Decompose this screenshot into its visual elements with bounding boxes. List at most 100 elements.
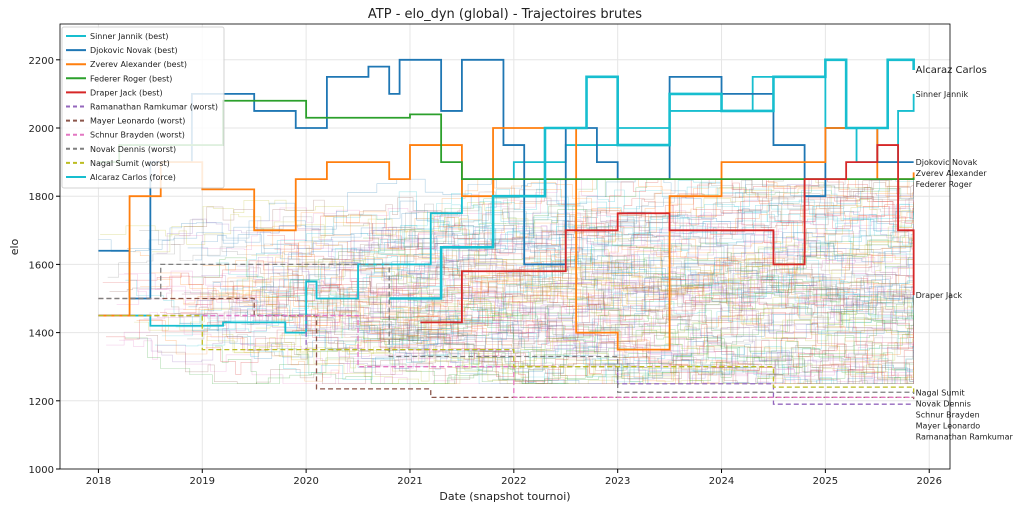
background-trajectory: [183, 239, 914, 329]
background-trajectory: [288, 259, 914, 385]
legend-entry: Mayer Leonardo (worst): [90, 117, 185, 126]
legend-entry: Djokovic Novak (best): [90, 46, 178, 55]
background-trajectory: [311, 310, 914, 385]
background-trajectory: [189, 275, 914, 353]
background-trajectory: [282, 287, 914, 375]
background-trajectory: [136, 314, 914, 385]
background-trajectory: [360, 179, 914, 245]
x-tick-label: 2018: [86, 476, 111, 487]
legend-entry: Novak Dennis (worst): [90, 145, 176, 154]
background-trajectory: [127, 216, 914, 269]
series-end-label: Mayer Leonardo: [916, 421, 981, 430]
background-trajectory: [182, 191, 914, 326]
background-trajectory: [348, 178, 914, 342]
background-trajectory: [161, 305, 914, 385]
series-line: [98, 127, 915, 351]
background-trajectory: [156, 218, 914, 327]
legend-entry: Federer Roger (best): [90, 74, 172, 83]
background-trajectory: [363, 254, 914, 322]
background-trajectory: [188, 217, 914, 308]
x-tick-label: 2022: [501, 476, 526, 487]
series-end-label: Federer Roger: [916, 180, 973, 189]
background-trajectory: [361, 236, 914, 299]
y-axis-label: elo: [8, 238, 21, 255]
series-end-label: Nagal Sumit: [916, 388, 965, 397]
background-trajectory: [359, 249, 914, 335]
background-trajectory: [241, 321, 914, 384]
legend-entry: Ramanathan Ramkumar (worst): [90, 103, 218, 112]
background-trajectory: [125, 279, 914, 385]
background-trajectory: [397, 313, 914, 385]
background-trajectory: [205, 276, 914, 376]
background-trajectory: [143, 217, 914, 320]
background-trajectory: [265, 266, 914, 335]
series-end-label: Zverev Alexander: [916, 169, 988, 178]
background-trajectory: [157, 278, 914, 375]
background-trajectory: [106, 312, 914, 385]
background-trajectory: [190, 267, 914, 374]
background-trajectory: [226, 241, 914, 302]
background-trajectory: [180, 267, 914, 323]
legend-box: [61, 26, 225, 189]
background-trajectory: [176, 292, 914, 385]
chart-title: ATP - elo_dyn (global) - Trajectoires br…: [368, 7, 642, 22]
background-trajectory: [215, 178, 914, 320]
background-trajectory: [229, 178, 914, 282]
background-trajectory: [409, 290, 914, 362]
background-trajectory: [382, 280, 914, 385]
background-trajectory: [109, 179, 914, 336]
background-trajectory: [183, 231, 914, 305]
background-trajectory: [214, 335, 914, 385]
series-end-label: Schnur Brayden: [916, 410, 980, 419]
series-line: [420, 144, 915, 324]
background-trajectory: [98, 213, 914, 304]
plot-frame: [59, 23, 951, 470]
background-trajectory: [187, 190, 914, 356]
background-trajectory: [212, 276, 914, 333]
background-trajectory: [360, 180, 914, 289]
background-trajectory: [396, 178, 914, 245]
background-trajectory: [125, 296, 914, 385]
background-trajectory: [276, 338, 914, 385]
background-trajectory: [356, 225, 914, 333]
background-trajectory: [240, 265, 914, 345]
background-trajectory: [194, 200, 914, 290]
legend-entry: Nagal Sumit (worst): [90, 159, 170, 168]
background-trajectory: [100, 178, 914, 245]
background-trajectory: [345, 261, 914, 347]
background-trajectory: [265, 202, 914, 345]
legend-entry: Schnur Brayden (worst): [90, 131, 185, 140]
background-trajectory: [187, 220, 914, 283]
y-tick-label: 2000: [29, 124, 54, 135]
background-trajectory: [191, 251, 914, 339]
series-end-label: Novak Dennis: [916, 399, 971, 408]
background-trajectory: [348, 285, 914, 335]
y-tick-label: 2200: [29, 56, 54, 67]
background-trajectory: [230, 287, 914, 357]
background-trajectory: [223, 312, 914, 385]
background-trajectory: [116, 210, 914, 319]
series-line: [98, 58, 914, 300]
background-trajectory: [363, 231, 914, 360]
background-trajectory: [124, 199, 914, 346]
background-trajectory: [328, 308, 914, 385]
background-trajectory: [319, 274, 914, 385]
background-trajectory: [221, 209, 914, 385]
legend-entry: Draper Jack (best): [90, 88, 163, 97]
background-trajectory: [107, 219, 914, 329]
series-line: [98, 314, 915, 393]
x-axis-label: Date (snapshot tournoi): [439, 490, 570, 503]
background-trajectory: [386, 315, 914, 379]
background-trajectory: [178, 200, 914, 291]
background-trajectory: [175, 216, 914, 332]
series-line: [98, 314, 914, 405]
background-trajectory: [379, 283, 914, 350]
background-trajectory: [140, 253, 914, 385]
background-trajectory: [403, 281, 914, 382]
background-trajectory: [267, 197, 914, 260]
background-trajectory: [253, 178, 914, 284]
background-trajectory: [133, 178, 914, 319]
series-line: [98, 263, 915, 394]
background-trajectory: [146, 335, 914, 385]
background-trajectory: [318, 261, 914, 316]
